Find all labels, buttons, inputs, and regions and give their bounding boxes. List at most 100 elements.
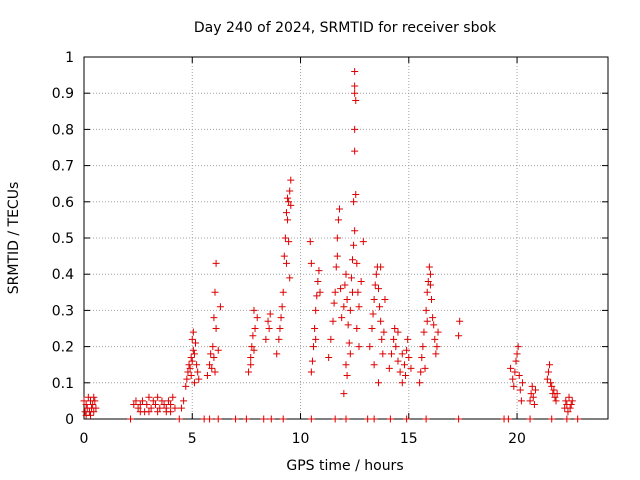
y-tick-label: 0.7 <box>52 159 74 175</box>
zero-data-point <box>260 415 268 423</box>
y-axis-label: SRMTID / TECUs <box>6 182 22 295</box>
data-point <box>425 263 433 271</box>
data-point <box>327 335 335 343</box>
data-point <box>434 328 442 336</box>
data-point <box>209 343 217 351</box>
data-point <box>548 382 556 390</box>
data-point <box>188 357 196 365</box>
data-point <box>455 332 463 340</box>
data-point <box>546 361 554 369</box>
data-point <box>245 368 253 376</box>
data-point <box>186 364 194 372</box>
data-point <box>149 397 157 405</box>
data-point <box>183 375 191 383</box>
data-point <box>359 238 367 246</box>
zero-data-point <box>307 415 315 423</box>
data-point <box>567 401 575 409</box>
data-point <box>337 285 345 293</box>
data-point <box>353 325 361 332</box>
data-point <box>394 357 402 365</box>
data-point <box>350 198 358 206</box>
data-point <box>366 343 374 351</box>
data-point <box>206 361 214 369</box>
data-point <box>160 401 168 409</box>
data-point <box>187 353 195 361</box>
data-point <box>565 393 573 401</box>
data-point <box>262 335 270 343</box>
data-point <box>287 201 295 209</box>
data-point <box>250 346 258 354</box>
data-point <box>189 328 197 336</box>
x-tick-label: 0 <box>80 431 89 447</box>
data-point <box>277 314 285 322</box>
data-point <box>278 303 286 311</box>
data-point <box>325 353 333 361</box>
data-point <box>208 364 216 372</box>
data-point <box>530 401 538 409</box>
data-point <box>550 386 558 394</box>
data-point <box>351 89 359 97</box>
data-point <box>512 357 520 365</box>
data-point <box>403 346 411 354</box>
data-point <box>314 277 322 285</box>
data-point <box>351 125 359 133</box>
data-point <box>154 393 162 401</box>
data-point <box>158 397 166 405</box>
data-point <box>212 325 220 332</box>
data-point <box>251 325 259 332</box>
data-point <box>390 335 398 343</box>
data-point <box>426 281 434 289</box>
x-tick-label: 10 <box>292 431 310 447</box>
y-tick-label: 0.9 <box>52 86 74 102</box>
zero-data-point <box>526 415 534 423</box>
data-point <box>342 270 350 278</box>
data-point <box>417 368 425 376</box>
data-point <box>169 393 177 401</box>
data-point <box>514 343 522 351</box>
data-point <box>509 375 517 383</box>
data-point <box>284 216 292 224</box>
data-point <box>526 397 534 405</box>
zero-data-point <box>232 415 240 423</box>
data-point <box>511 368 519 376</box>
data-point <box>368 325 376 332</box>
data-point <box>352 191 360 199</box>
data-point <box>510 382 518 390</box>
data-point <box>180 397 188 405</box>
x-tick-label: 15 <box>400 431 418 447</box>
data-point <box>192 339 200 347</box>
data-point <box>346 306 354 314</box>
data-point <box>424 277 432 285</box>
zero-data-point <box>563 415 571 423</box>
data-point <box>343 372 351 380</box>
data-point <box>428 296 436 304</box>
data-point <box>528 382 536 390</box>
data-point <box>143 401 151 409</box>
data-point <box>284 194 292 202</box>
data-point <box>416 379 424 387</box>
zero-data-point <box>342 415 350 423</box>
data-point <box>351 67 359 75</box>
data-point <box>307 368 315 376</box>
data-point <box>553 390 561 398</box>
data-point <box>247 353 255 361</box>
data-point <box>91 397 99 405</box>
data-point <box>188 335 196 343</box>
zero-data-point <box>331 415 339 423</box>
y-tick-label: 0.1 <box>52 376 74 392</box>
data-point <box>348 256 356 264</box>
data-point <box>156 404 164 412</box>
data-point <box>372 270 380 278</box>
data-point <box>92 404 100 412</box>
zero-data-point <box>422 415 430 423</box>
y-tick-label: 0.8 <box>52 122 74 138</box>
data-point <box>89 401 97 409</box>
data-point <box>407 364 415 372</box>
data-point <box>515 372 523 380</box>
data-point <box>348 288 356 296</box>
data-point <box>332 263 340 271</box>
data-point <box>333 234 341 242</box>
zero-data-point <box>279 415 287 423</box>
data-point <box>190 350 198 358</box>
